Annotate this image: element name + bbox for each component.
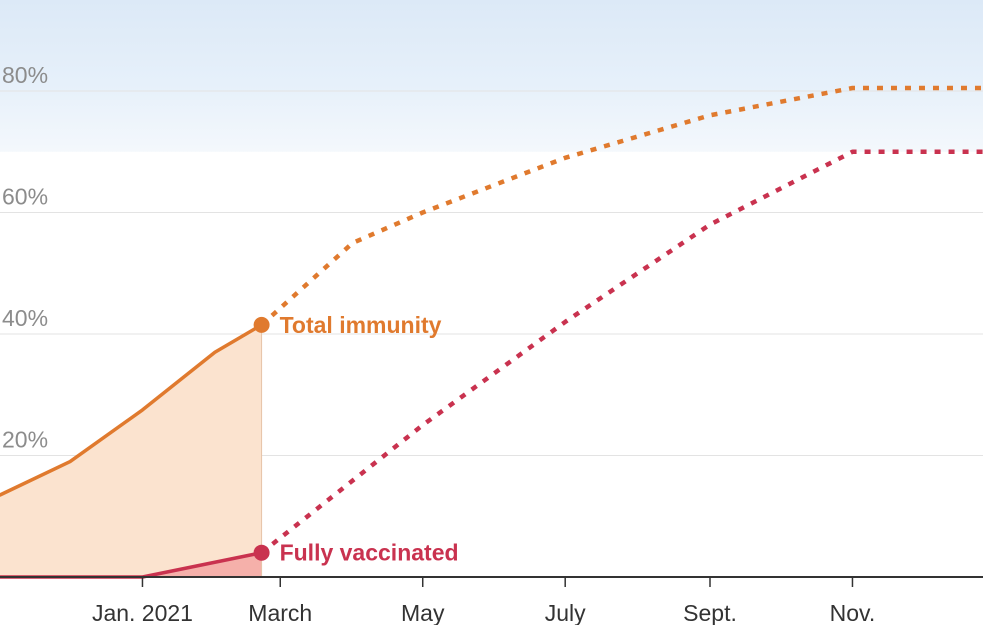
total-immunity-area bbox=[0, 324, 262, 577]
total-immunity-observed-line bbox=[0, 323, 264, 497]
x-tick-label: Sept. bbox=[683, 600, 737, 625]
total-immunity-label: Total immunity bbox=[280, 312, 442, 338]
fully-vaccinated-projection-line bbox=[260, 149, 983, 555]
total-immunity-projection-line bbox=[260, 85, 983, 327]
y-tick-label: 40% bbox=[2, 305, 48, 331]
y-tick-label: 20% bbox=[2, 427, 48, 453]
y-tick-label: 60% bbox=[2, 184, 48, 210]
x-tick-label: May bbox=[401, 600, 445, 625]
fully-vaccinated-area bbox=[0, 552, 262, 577]
total-immunity-endpoint bbox=[253, 316, 270, 333]
x-tick-label: March bbox=[248, 600, 312, 625]
target-band bbox=[0, 0, 983, 152]
fully-vaccinated-label: Fully vaccinated bbox=[280, 540, 459, 566]
y-tick-label: 80% bbox=[2, 62, 48, 88]
fully-vaccinated-endpoint bbox=[253, 544, 270, 561]
x-tick-label: Nov. bbox=[830, 600, 876, 625]
x-tick-label: Jan. 2021 bbox=[92, 600, 193, 625]
x-tick-label: July bbox=[545, 600, 586, 625]
